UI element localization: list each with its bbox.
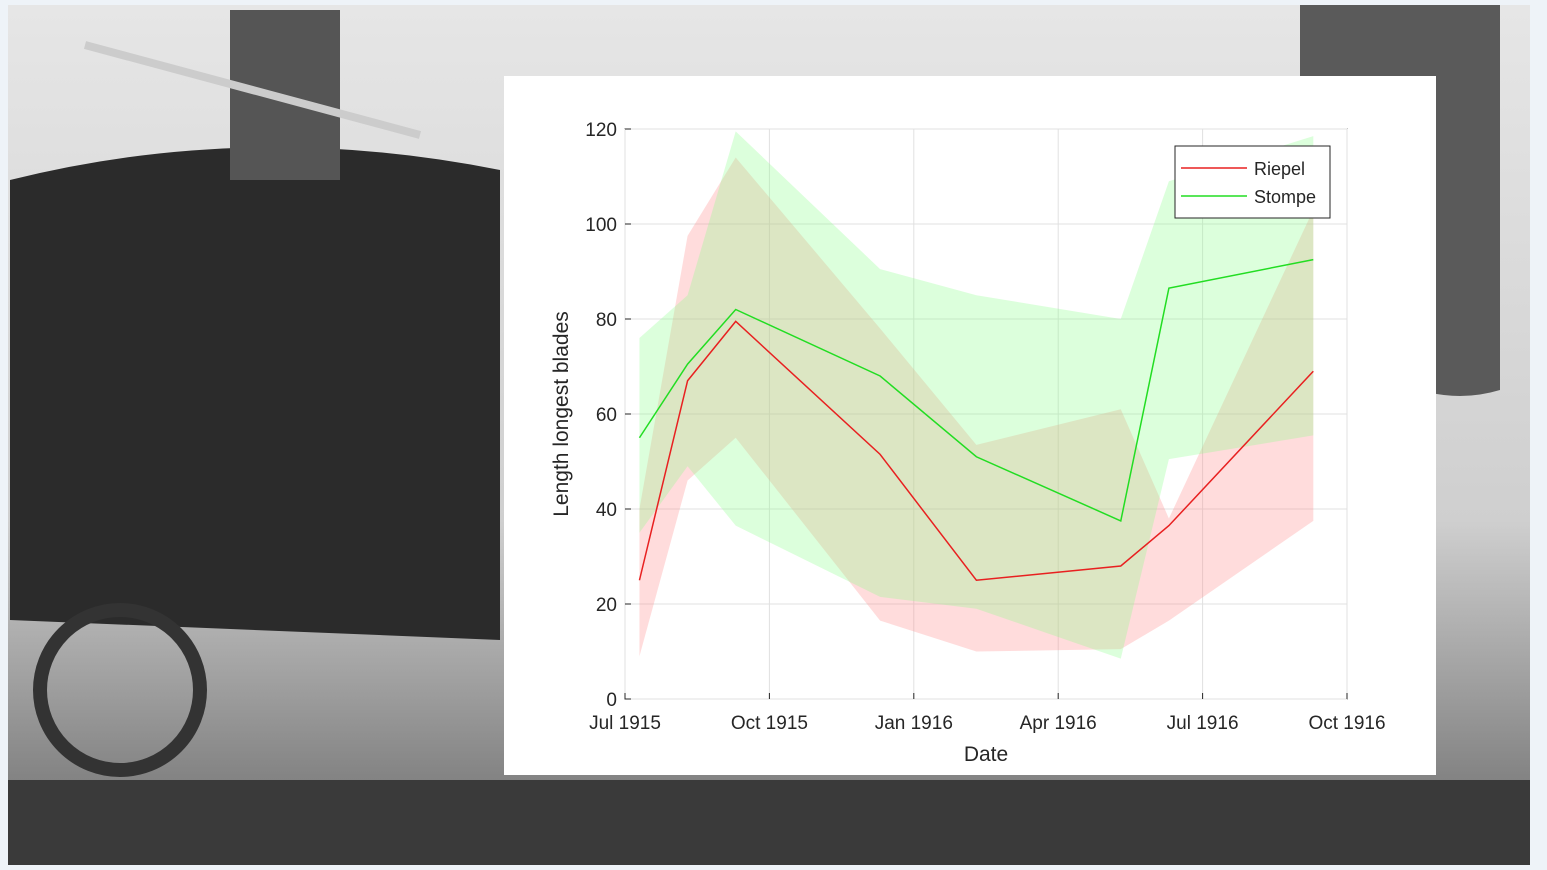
photo-hay [10, 147, 500, 640]
y-tick-label: 80 [596, 310, 617, 331]
photo-ground [8, 780, 1530, 865]
x-tick-label: Oct 1915 [731, 713, 808, 734]
y-axis-label: Length longest blades [550, 311, 573, 517]
photo-fork [83, 41, 422, 139]
x-tick-label: Jul 1916 [1167, 713, 1239, 734]
series-line [638, 258, 1314, 522]
y-tick-label: 0 [606, 690, 617, 711]
y-tick-label: 40 [596, 500, 617, 521]
x-tick-label: Oct 1916 [1308, 713, 1385, 734]
y-tick-label: 20 [596, 595, 617, 616]
photo-wheel [33, 603, 207, 777]
legend-label: Stompe [1254, 187, 1316, 207]
series-line [638, 320, 1314, 582]
legend-box [1174, 145, 1331, 219]
x-tick-label: Apr 1916 [1020, 713, 1097, 734]
x-tick-label: Jan 1916 [875, 713, 953, 734]
legend-label: Riepel [1254, 159, 1305, 179]
y-tick-label: 120 [585, 120, 617, 141]
range-band [639, 131, 1314, 659]
y-tick-label: 60 [596, 405, 617, 426]
x-axis-label: Date [964, 743, 1008, 766]
y-tick-label: 100 [585, 215, 617, 236]
range-band [639, 157, 1314, 657]
x-tick-label: Jul 1915 [589, 713, 661, 734]
